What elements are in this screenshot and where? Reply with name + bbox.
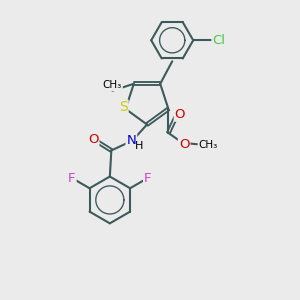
Text: F: F — [68, 172, 76, 185]
Text: O: O — [88, 134, 98, 146]
Text: F: F — [144, 172, 152, 185]
Text: N: N — [127, 134, 136, 147]
Text: O: O — [175, 108, 185, 121]
Text: H: H — [135, 141, 143, 151]
Text: S: S — [119, 100, 128, 115]
Text: CH₃: CH₃ — [103, 80, 122, 90]
Text: CH₃: CH₃ — [199, 140, 218, 149]
Text: O: O — [179, 138, 189, 151]
Text: Cl: Cl — [212, 34, 226, 47]
